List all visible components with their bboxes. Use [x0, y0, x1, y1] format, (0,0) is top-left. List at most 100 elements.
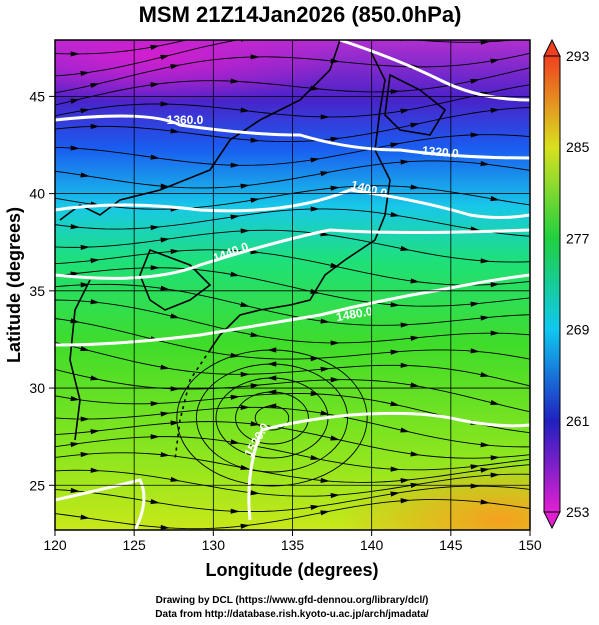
stream-arrow — [480, 499, 490, 505]
stream-arrow — [230, 271, 240, 277]
stream-arrow — [170, 248, 180, 255]
stream-arrow — [70, 98, 80, 104]
x-tick-label: 130 — [202, 537, 226, 553]
stream-arrow — [400, 245, 410, 251]
streamlines — [55, 40, 530, 530]
stream-arrow — [240, 107, 250, 113]
stream-arrow — [400, 322, 410, 328]
stream-arrow — [80, 71, 90, 77]
coastline — [69, 279, 91, 441]
x-tick-label: 125 — [122, 537, 146, 553]
stream-arrow — [170, 420, 180, 426]
stream-arrow — [70, 224, 80, 230]
stream-arrow — [170, 386, 180, 392]
stream-arrow — [150, 44, 160, 50]
streamline — [55, 40, 517, 77]
stream-arrow — [410, 122, 420, 128]
stream-arrow — [170, 476, 180, 482]
streamline — [55, 452, 530, 483]
stream-arrow — [240, 228, 250, 234]
stream-arrow — [390, 349, 400, 355]
stream-arrow — [160, 54, 170, 60]
stream-arrow — [267, 403, 277, 409]
stream-arrow — [80, 172, 90, 178]
stream-arrow — [90, 299, 100, 305]
stream-arrow — [267, 347, 277, 353]
stream-arrow — [480, 40, 490, 45]
stream-arrow — [70, 145, 80, 151]
stream-arrow — [240, 371, 250, 377]
coastline — [384, 73, 447, 136]
stream-arrow — [490, 455, 500, 461]
stream-arrow — [330, 136, 340, 142]
stream-arrow — [320, 171, 330, 177]
stream-arrow — [250, 197, 260, 203]
colorbar-tick-label: 269 — [566, 322, 590, 338]
stream-arrow — [250, 383, 260, 389]
stream-arrow — [90, 123, 100, 130]
stream-arrow — [410, 335, 420, 341]
x-axis-label: Longitude (degrees) — [205, 560, 378, 580]
stream-arrow — [150, 154, 160, 160]
stream-arrow — [390, 211, 400, 218]
stream-arrow — [90, 83, 100, 89]
stream-arrow — [230, 214, 240, 220]
stream-arrow — [490, 472, 500, 478]
stream-arrow — [150, 499, 160, 505]
stream-arrow — [390, 302, 400, 308]
stream-arrow — [400, 427, 410, 433]
stream-arrow — [80, 244, 90, 250]
stream-arrow — [267, 375, 277, 381]
streamline — [55, 436, 530, 471]
stream-arrow — [400, 478, 410, 484]
contours — [55, 40, 530, 530]
streamline — [55, 299, 530, 344]
streamline — [55, 134, 530, 166]
stream-arrow — [267, 361, 277, 367]
streamline — [55, 368, 530, 413]
stream-arrow — [160, 285, 170, 291]
stream-arrow — [70, 396, 80, 402]
y-tick-label: 30 — [29, 380, 45, 396]
stream-arrow — [160, 452, 170, 458]
stream-arrow — [80, 514, 90, 520]
stream-arrow — [310, 504, 320, 511]
stream-arrow — [320, 318, 330, 324]
colorbar-extend-top — [543, 38, 561, 57]
stream-arrow — [170, 313, 180, 319]
stream-arrow — [470, 301, 480, 307]
stream-arrow — [160, 237, 170, 243]
stream-arrow — [330, 58, 340, 64]
colorbar-tick-label: 293 — [566, 48, 590, 64]
stream-arrow — [310, 454, 320, 461]
stream-arrow — [390, 491, 400, 497]
stream-arrow — [480, 467, 490, 473]
x-tick-label: 135 — [281, 537, 305, 553]
title: MSM 21Z14Jan2026 (850.0hPa) — [139, 2, 462, 27]
colorbar — [543, 55, 561, 513]
stream-arrow — [390, 401, 400, 407]
streamline — [55, 421, 530, 459]
streamline — [55, 283, 530, 326]
stream-arrow — [480, 258, 490, 264]
stream-arrow — [150, 401, 160, 407]
contour — [55, 188, 530, 219]
stream-arrow — [230, 78, 240, 84]
stream-arrow — [470, 132, 480, 138]
stream-arrow — [160, 364, 170, 370]
y-tick-label: 45 — [29, 88, 45, 104]
stream-arrow — [240, 301, 250, 307]
x-tick-label: 145 — [439, 537, 463, 553]
stream-arrow — [150, 225, 160, 231]
y-tick-label: 40 — [29, 186, 45, 202]
stream-arrow — [267, 389, 277, 395]
stream-arrow — [250, 54, 260, 60]
streamline — [55, 249, 530, 286]
stream-arrow — [70, 487, 80, 494]
streamline — [55, 406, 530, 448]
streamline — [55, 499, 530, 530]
streamline — [55, 40, 189, 55]
contour — [55, 114, 530, 160]
stream-arrow — [330, 493, 340, 499]
x-tick-label: 150 — [518, 537, 542, 553]
